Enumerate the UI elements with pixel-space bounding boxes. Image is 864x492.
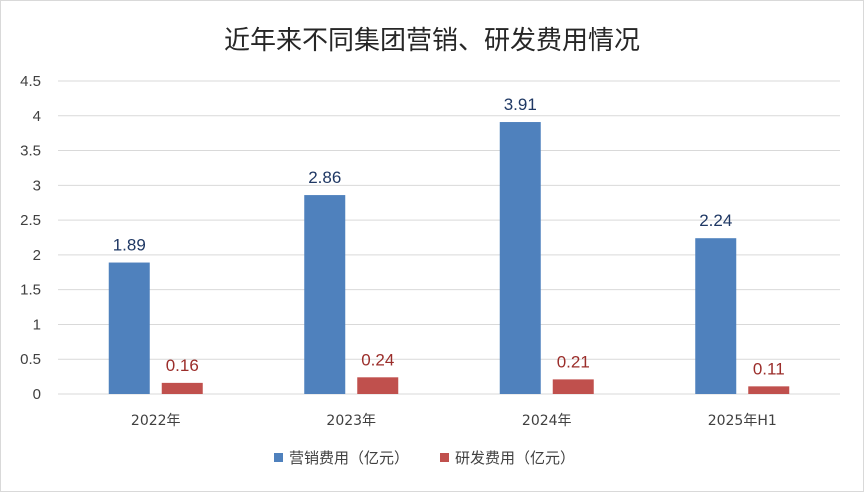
x-category-label: 2023年 bbox=[326, 413, 376, 429]
x-category-label: 2024年 bbox=[522, 413, 572, 429]
data-label: 1.89 bbox=[113, 236, 146, 255]
y-tick-label: 0 bbox=[33, 386, 41, 403]
data-label: 3.91 bbox=[504, 95, 537, 114]
y-tick-label: 4.5 bbox=[20, 73, 41, 90]
data-label: 0.21 bbox=[557, 352, 590, 371]
bar bbox=[552, 379, 594, 394]
y-tick-label: 1 bbox=[33, 316, 41, 333]
y-tick-label: 1.5 bbox=[20, 282, 41, 299]
bar bbox=[161, 382, 203, 394]
data-label: 0.16 bbox=[166, 356, 199, 375]
bar bbox=[695, 238, 737, 394]
y-tick-label: 2.5 bbox=[20, 212, 41, 229]
legend: 营销费用（亿元） 研发费用（亿元） bbox=[274, 449, 575, 467]
chart-title: 近年来不同集团营销、研发费用情况 bbox=[224, 26, 640, 56]
bar bbox=[357, 377, 399, 394]
data-label: 0.11 bbox=[753, 359, 785, 378]
data-label: 2.86 bbox=[308, 168, 341, 187]
y-tick-label: 0.5 bbox=[20, 351, 41, 368]
legend-label: 营销费用（亿元） bbox=[289, 449, 409, 467]
data-labels: 1.89 0.16 2.86 0.24 3.91 0.21 2.24 0.11 bbox=[113, 95, 785, 378]
legend-swatch bbox=[440, 453, 449, 462]
bar bbox=[748, 386, 790, 394]
x-category-label: 2025年H1 bbox=[708, 413, 777, 429]
gridlines bbox=[58, 80, 840, 395]
x-axis-categories: 2022年 2023年 2024年 2025年H1 bbox=[131, 413, 777, 429]
y-tick-label: 3 bbox=[33, 177, 41, 194]
legend-label: 研发费用（亿元） bbox=[455, 449, 575, 467]
y-tick-label: 4 bbox=[33, 108, 41, 125]
bar bbox=[499, 122, 541, 394]
y-tick-label: 3.5 bbox=[20, 143, 41, 160]
data-label: 0.24 bbox=[361, 350, 394, 369]
bars bbox=[108, 122, 790, 394]
legend-swatch bbox=[274, 453, 283, 462]
y-axis-ticks: 0 0.5 1 1.5 2 2.5 3 3.5 4 4.5 bbox=[20, 73, 41, 403]
y-tick-label: 2 bbox=[33, 247, 41, 264]
bar bbox=[108, 262, 150, 394]
bar bbox=[304, 195, 346, 394]
x-category-label: 2022年 bbox=[131, 413, 181, 429]
data-label: 2.24 bbox=[699, 211, 732, 230]
